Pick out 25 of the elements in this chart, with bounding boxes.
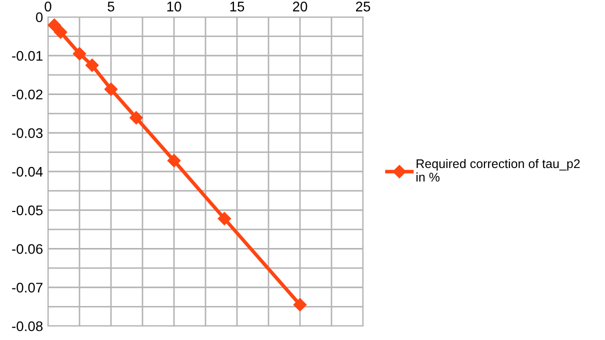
x-tick-label: 10	[167, 2, 182, 12]
point	[54, 25, 68, 39]
y-tick-label: -0.03	[12, 128, 43, 138]
point	[104, 82, 118, 96]
y-tick-label: -0.06	[12, 244, 43, 254]
y-tick-label: -0.05	[12, 205, 43, 216]
x-tick-label: 0	[44, 2, 52, 12]
x-tick-label: 5	[108, 2, 114, 12]
y-tick-label: -0.01	[12, 50, 42, 61]
point	[72, 47, 86, 60]
point	[218, 212, 231, 226]
y-tick-label: 0	[36, 12, 43, 22]
y-tick-label: -0.08	[12, 321, 43, 332]
y-tick-label: -0.04	[12, 166, 43, 177]
x-tick-label: 15	[230, 2, 244, 12]
point	[48, 18, 61, 32]
y-tick-label: -0.07	[12, 282, 42, 293]
point	[167, 154, 181, 168]
x-tick-label: 20	[292, 2, 308, 12]
point	[86, 58, 99, 72]
y-tick-label: -0.02	[12, 90, 42, 100]
point	[130, 111, 143, 124]
legend-label: Required correction of tau_p2 in %	[416, 158, 580, 182]
point	[293, 298, 307, 312]
x-tick-label: 25	[356, 2, 370, 12]
